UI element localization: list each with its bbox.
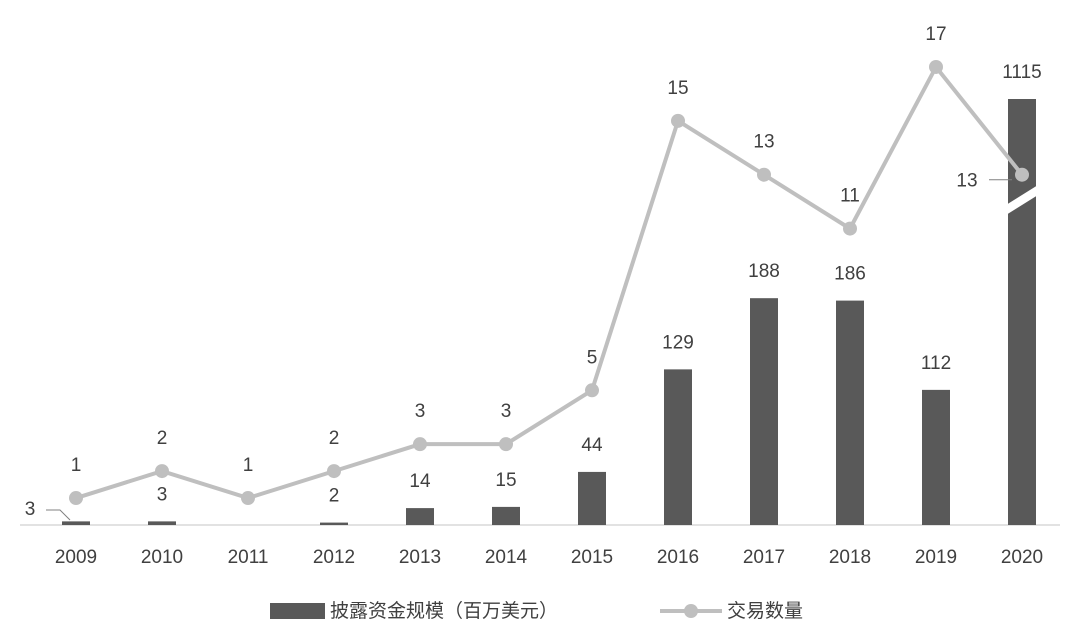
- line-point: [155, 464, 169, 479]
- bar-value-label: 112: [921, 353, 951, 374]
- line-value-label: 11: [840, 186, 860, 207]
- bar-value-label: 3: [157, 484, 168, 505]
- line-value-label: 3: [501, 401, 512, 422]
- line-value-label: 15: [667, 78, 688, 99]
- leader-line: [46, 509, 71, 521]
- bar-value-label: 15: [495, 470, 516, 491]
- bar: [492, 506, 520, 525]
- line-value-label: 17: [925, 24, 946, 45]
- line-value-label: 2: [329, 428, 340, 449]
- bar: [406, 508, 434, 525]
- bar: [578, 471, 606, 525]
- line-value-label: 5: [587, 347, 598, 368]
- bar-value-label: 14: [409, 471, 431, 492]
- x-tick-label: 2017: [743, 547, 785, 568]
- line-point: [671, 113, 685, 128]
- x-tick-label: 2011: [228, 547, 269, 568]
- bar-value-label: 44: [581, 435, 603, 456]
- bar: [148, 521, 176, 525]
- x-tick-label: 2018: [829, 547, 871, 568]
- line-point: [241, 491, 255, 506]
- bar-value-label: 188: [748, 261, 780, 282]
- line-point: [69, 491, 83, 506]
- bar: [320, 522, 348, 525]
- line-point: [585, 383, 599, 398]
- bar-value-label: 186: [834, 264, 866, 285]
- line-value-label: 3: [415, 401, 426, 422]
- line-point: [843, 221, 857, 236]
- line-value-label: 2: [157, 428, 168, 449]
- legend-swatch: [684, 604, 698, 618]
- line-point: [929, 59, 943, 74]
- line-point: [327, 464, 341, 479]
- line: [75, 63, 1024, 501]
- line-value-label: 13: [753, 132, 774, 153]
- line-value-label: 1: [71, 455, 82, 476]
- bar-value-label: 3: [25, 499, 36, 520]
- x-tick-label: 2016: [657, 547, 699, 568]
- x-tick-label: 2013: [399, 547, 441, 568]
- legend-label: 交易数量: [727, 600, 803, 622]
- x-tick-label: 2012: [313, 547, 355, 568]
- axis-break: [1006, 185, 1038, 215]
- line-point: [1015, 167, 1029, 182]
- line-value-label: 13: [956, 171, 977, 192]
- x-tick-label: 2009: [55, 547, 97, 568]
- x-tick-label: 2019: [915, 547, 957, 568]
- bar: [62, 521, 90, 525]
- bar-value-label: 1115: [1002, 62, 1041, 83]
- bar-value-label: 129: [662, 332, 694, 353]
- x-tick-label: 2010: [141, 547, 183, 568]
- bar: [750, 298, 778, 525]
- line-point: [757, 167, 771, 182]
- line-point: [499, 437, 513, 452]
- line-point: [413, 437, 427, 452]
- legend-label: 披露资金规模（百万美元）: [330, 600, 558, 622]
- line-value-label: 1: [243, 455, 254, 476]
- bar-value-label: 2: [329, 486, 340, 507]
- x-tick-label: 2014: [485, 547, 528, 568]
- x-tick-label: 2020: [1001, 547, 1043, 568]
- bar: [922, 389, 950, 525]
- bar: [664, 369, 692, 525]
- bar: [836, 300, 864, 525]
- legend-swatch: [270, 603, 325, 619]
- x-tick-label: 2015: [571, 547, 613, 568]
